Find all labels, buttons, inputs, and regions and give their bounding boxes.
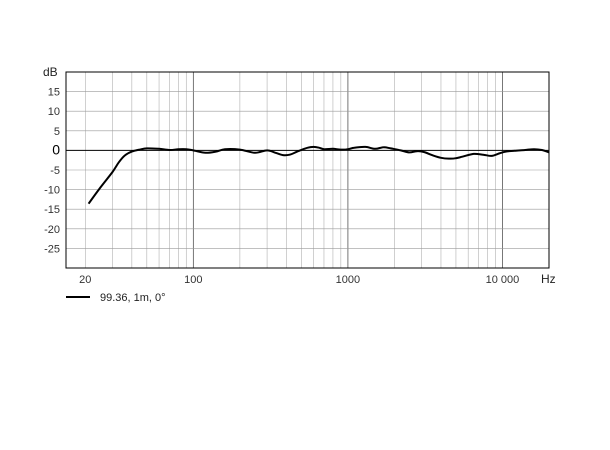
- x-tick-label: 20: [79, 274, 91, 286]
- x-tick-label: 100: [184, 274, 202, 286]
- y-axis-unit: dB: [43, 65, 58, 79]
- grid: [66, 72, 549, 268]
- tick-labels: 15 10 5 0 -5 -10 -15 -20 -25 20 100 1000 10 000: [44, 87, 519, 286]
- legend-label: 99.36, 1m, 0°: [100, 292, 166, 304]
- y-tick-label: -25: [44, 243, 60, 255]
- y-tick-label: -15: [44, 204, 60, 216]
- series-line: [87, 145, 550, 205]
- x-tick-label: 1000: [336, 274, 360, 286]
- plot-frame: [65, 71, 550, 269]
- y-tick-label: 0: [52, 141, 60, 157]
- y-tick-label: 5: [54, 126, 60, 138]
- x-axis-unit: Hz: [541, 272, 556, 286]
- legend: 99.36, 1m, 0°: [66, 292, 166, 304]
- series-lines: [87, 145, 550, 205]
- y-tick-label: -5: [50, 165, 60, 177]
- y-tick-label: 15: [48, 87, 60, 99]
- y-tick-label: 10: [48, 106, 60, 118]
- y-tick-label: -10: [44, 185, 60, 197]
- x-tick-label: 10 000: [486, 274, 520, 286]
- y-tick-label: -20: [44, 224, 60, 236]
